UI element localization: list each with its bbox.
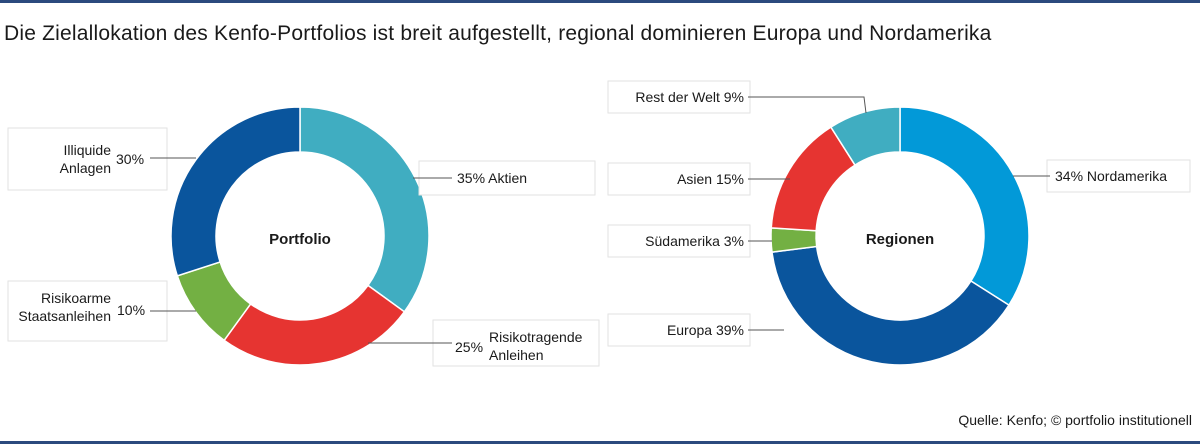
label-europa: Europa 39% bbox=[667, 322, 744, 338]
donut-slice-rest-der-welt bbox=[829, 106, 901, 167]
label-box-illiquide bbox=[7, 127, 168, 191]
label-aktien: 35% Aktien bbox=[457, 170, 527, 186]
label-illiquide-line2: Anlagen bbox=[60, 160, 111, 176]
label-box-nordamerika bbox=[1046, 159, 1191, 193]
chart-title: Die Zielallokation des Kenfo-Portfolios … bbox=[4, 22, 992, 45]
donut-slice-aktien bbox=[299, 106, 430, 313]
portfolio-donut: Portfolio bbox=[170, 106, 430, 366]
leader-line-rest-der-welt bbox=[748, 96, 867, 114]
top-rule bbox=[0, 0, 1200, 3]
label-box-europa bbox=[607, 313, 751, 347]
donut-slice-europa bbox=[771, 245, 1010, 366]
label-suedamerika: Südamerika 3% bbox=[645, 233, 744, 249]
portfolio-labels: 35% Aktien 25% Risikotragende Anleihen R… bbox=[7, 127, 600, 367]
label-box-asien bbox=[607, 162, 751, 196]
label-staatsanleihen-percent: 10% bbox=[117, 302, 145, 318]
regionen-center-label: Regionen bbox=[866, 231, 934, 248]
label-asien: Asien 15% bbox=[677, 171, 744, 187]
source-note: Quelle: Kenfo; © portfolio institutionel… bbox=[958, 412, 1192, 428]
label-risikotragende-percent: 25% bbox=[455, 339, 483, 355]
label-staatsanleihen-line1: Risikoarme bbox=[41, 290, 111, 306]
portfolio-center-label: Portfolio bbox=[269, 231, 331, 248]
bottom-rule bbox=[0, 441, 1200, 444]
donut-slice-nordamerika bbox=[899, 106, 1030, 307]
regionen-donut: Regionen bbox=[770, 106, 1030, 366]
donut-slice-illiquide-anlagen bbox=[170, 106, 301, 277]
label-rest-der-welt: Rest der Welt 9% bbox=[635, 89, 744, 105]
label-box-rest-der-welt bbox=[607, 80, 751, 114]
regionen-labels: 34% Nordamerika Europa 39% Südamerika 3%… bbox=[607, 80, 1191, 347]
label-nordamerika: 34% Nordamerika bbox=[1055, 168, 1167, 184]
label-risikotragende-line2: Anleihen bbox=[489, 347, 544, 363]
label-box-suedamerika bbox=[607, 224, 751, 258]
donut-slice-risikotragende-anleihen bbox=[223, 284, 406, 366]
label-staatsanleihen-line2: Staatsanleihen bbox=[18, 308, 111, 324]
label-box-risikotragende-anleihen bbox=[432, 319, 600, 367]
label-illiquide-percent: 30% bbox=[116, 151, 144, 167]
label-illiquide-line1: Illiquide bbox=[64, 142, 112, 158]
label-risikotragende-line1: Risikotragende bbox=[489, 329, 583, 345]
label-box-staatsanleihen bbox=[7, 280, 168, 342]
